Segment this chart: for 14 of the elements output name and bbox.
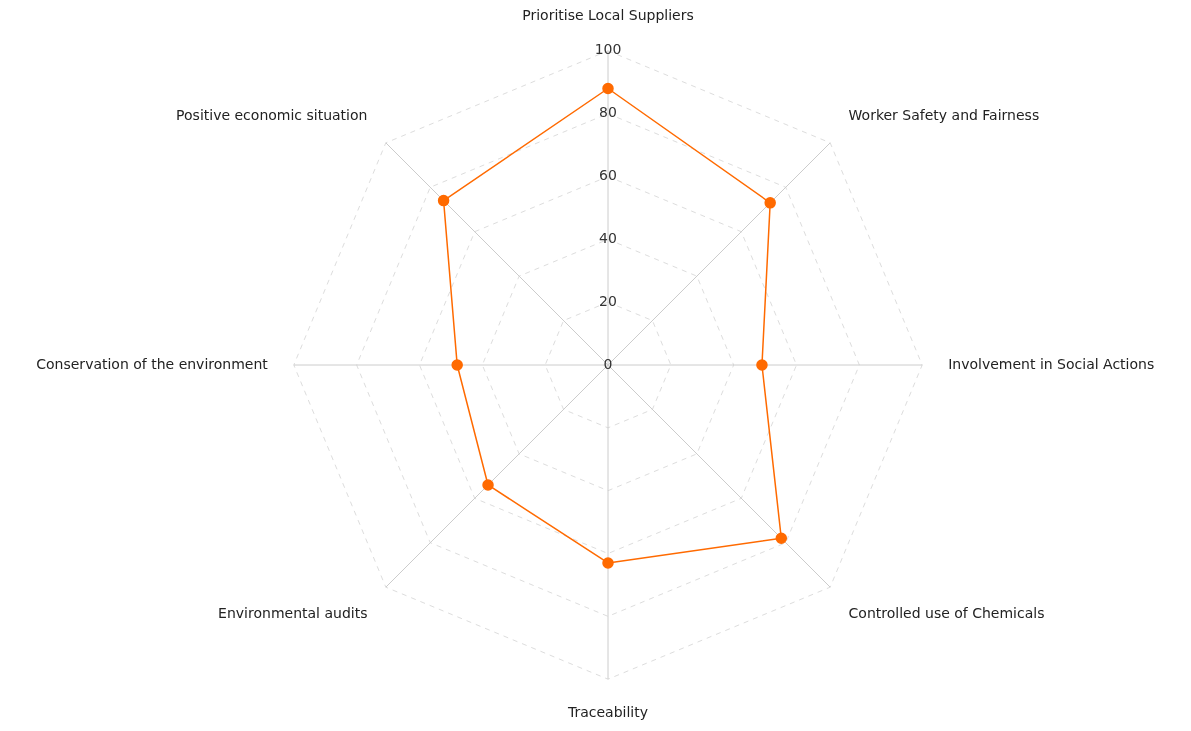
spoke-label: Prioritise Local Suppliers: [522, 7, 694, 24]
spoke-label: Traceability: [566, 704, 649, 721]
spoke-label: Involvement in Social Actions: [948, 355, 1155, 372]
y-tick-label: 0: [603, 355, 613, 372]
spoke-label: Positive economic situation: [176, 106, 368, 123]
y-tick-label: 60: [599, 167, 617, 184]
spoke-label: Environmental audits: [218, 604, 368, 621]
y-tick-label: 80: [599, 104, 617, 121]
y-tick-label: 100: [594, 41, 622, 58]
y-tick-label: 20: [599, 292, 617, 309]
spoke-label: Controlled use of Chemicals: [848, 604, 1045, 621]
y-tick-label: 40: [599, 229, 617, 246]
spoke-label: Worker Safety and Fairness: [848, 106, 1040, 123]
spoke-label: Conservation of the environment: [36, 355, 269, 372]
